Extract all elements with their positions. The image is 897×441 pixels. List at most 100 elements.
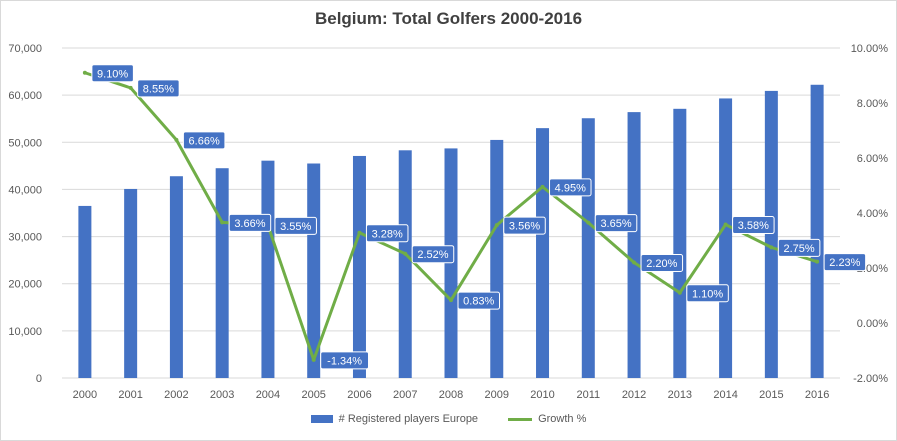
growth-data-label-text: 3.56% (509, 221, 540, 233)
y-left-tick-label: 60,000 (8, 90, 42, 102)
growth-data-label-box (640, 254, 684, 272)
y-right-tick-label: 6.00% (857, 153, 888, 165)
growth-data-label: 2.52% (411, 245, 455, 264)
growth-data-label-text: -1.34% (327, 355, 362, 367)
growth-data-label-text: 1.10% (692, 288, 723, 300)
growth-data-label-box (594, 214, 638, 233)
growth-data-label: -1.34% (320, 351, 370, 370)
growth-data-label-text: 3.65% (600, 218, 631, 230)
x-tick-label: 2014 (713, 389, 737, 401)
x-tick-label: 2002 (164, 389, 188, 401)
growth-data-label: 8.55% (137, 79, 180, 98)
growth-data-label: 2.75% (777, 238, 821, 257)
x-tick-label: 2011 (576, 389, 600, 401)
growth-point (403, 251, 408, 256)
x-tick-label: 2015 (759, 389, 783, 401)
growth-point (494, 223, 499, 228)
growth-data-label-box (686, 284, 729, 303)
growth-data-label-text: 2.20% (646, 258, 677, 270)
growth-data-label-box (503, 216, 546, 235)
bar (352, 155, 366, 378)
growth-data-label-text: 6.66% (189, 135, 220, 147)
y-left-tick-label: 40,000 (8, 184, 42, 196)
x-tick-label: 2007 (393, 389, 417, 401)
growth-point (769, 245, 774, 250)
growth-data-label-text: 3.28% (372, 228, 403, 240)
y-left-tick-label: 10,000 (8, 326, 42, 338)
growth-data-label: 9.10% (91, 64, 134, 83)
bar (764, 90, 778, 379)
growth-data-label-box (320, 351, 370, 370)
chart-title: Belgium: Total Golfers 2000-2016 (314, 9, 583, 28)
x-tick-label: 2010 (530, 389, 554, 401)
growth-data-label-text: 2.23% (829, 257, 860, 269)
growth-point (128, 85, 133, 90)
y-right-tick-label: 10.00% (851, 43, 889, 55)
growth-data-label-box (823, 253, 867, 272)
growth-data-label: 1.10% (686, 284, 729, 303)
growth-data-label: 6.66% (182, 131, 226, 150)
y-right-tick-label: 8.00% (857, 98, 888, 110)
growth-point (632, 260, 637, 265)
growth-data-label: 3.28% (365, 224, 409, 243)
growth-point (677, 290, 682, 295)
bar (581, 118, 595, 378)
bar (810, 84, 824, 379)
legend-swatch-line (508, 417, 533, 421)
growth-data-label-box (182, 131, 226, 150)
growth-point (311, 357, 316, 362)
growth-point (220, 220, 225, 225)
growth-data-label-box (777, 238, 821, 257)
y-left-tick-label: 20,000 (8, 279, 42, 291)
x-tick-label: 2009 (485, 389, 509, 401)
growth-data-label: 0.83% (457, 291, 500, 310)
x-tick-label: 2016 (805, 389, 829, 401)
growth-data-label-text: 8.55% (143, 83, 174, 95)
growth-data-label-box (549, 178, 592, 197)
growth-data-label-text: 4.95% (555, 182, 586, 194)
y-left-tick-label: 30,000 (8, 232, 42, 244)
bar (261, 160, 275, 378)
x-tick-label: 2004 (256, 389, 280, 401)
bar (673, 108, 687, 379)
x-tick-label: 2005 (301, 389, 325, 401)
growth-data-label: 3.56% (503, 216, 546, 235)
growth-data-label-box (411, 245, 455, 264)
bar (444, 148, 458, 378)
bar (719, 98, 733, 378)
growth-data-label-box (137, 79, 180, 98)
x-tick-label: 2003 (210, 389, 234, 401)
bar (215, 168, 229, 378)
legend-item-line: Growth % (508, 413, 586, 425)
growth-data-label: 3.65% (594, 214, 638, 233)
growth-data-label-text: 3.66% (234, 218, 265, 230)
x-tick-label: 2006 (347, 389, 371, 401)
x-tick-label: 2000 (73, 389, 97, 401)
y-right-tick-label: 4.00% (857, 208, 888, 220)
bar (124, 188, 138, 378)
x-tick-label: 2001 (118, 389, 142, 401)
y-right-tick-label: 0.00% (857, 318, 888, 330)
growth-point (815, 259, 820, 264)
bar (398, 150, 412, 378)
growth-data-label-text: 2.52% (417, 249, 448, 261)
growth-data-label: 3.55% (274, 216, 317, 235)
x-tick-label: 2008 (439, 389, 463, 401)
bar (627, 112, 641, 378)
legend-label-line: Growth % (538, 413, 587, 425)
growth-point (357, 230, 362, 235)
growth-data-label-box (732, 216, 775, 235)
growth-data-label-text: 3.58% (738, 220, 769, 232)
growth-data-label: 4.95% (549, 178, 592, 197)
x-tick-label: 2012 (622, 389, 646, 401)
growth-point (82, 70, 87, 75)
legend-item-bars: # Registered players Europe (310, 413, 478, 425)
x-tick-label: 2013 (668, 389, 692, 401)
growth-data-label: 2.23% (823, 253, 867, 272)
growth-data-label: 3.66% (228, 213, 272, 232)
growth-point (723, 222, 728, 227)
bar (169, 176, 183, 378)
bar (536, 128, 550, 378)
y-left-tick-label: 0 (36, 373, 42, 385)
